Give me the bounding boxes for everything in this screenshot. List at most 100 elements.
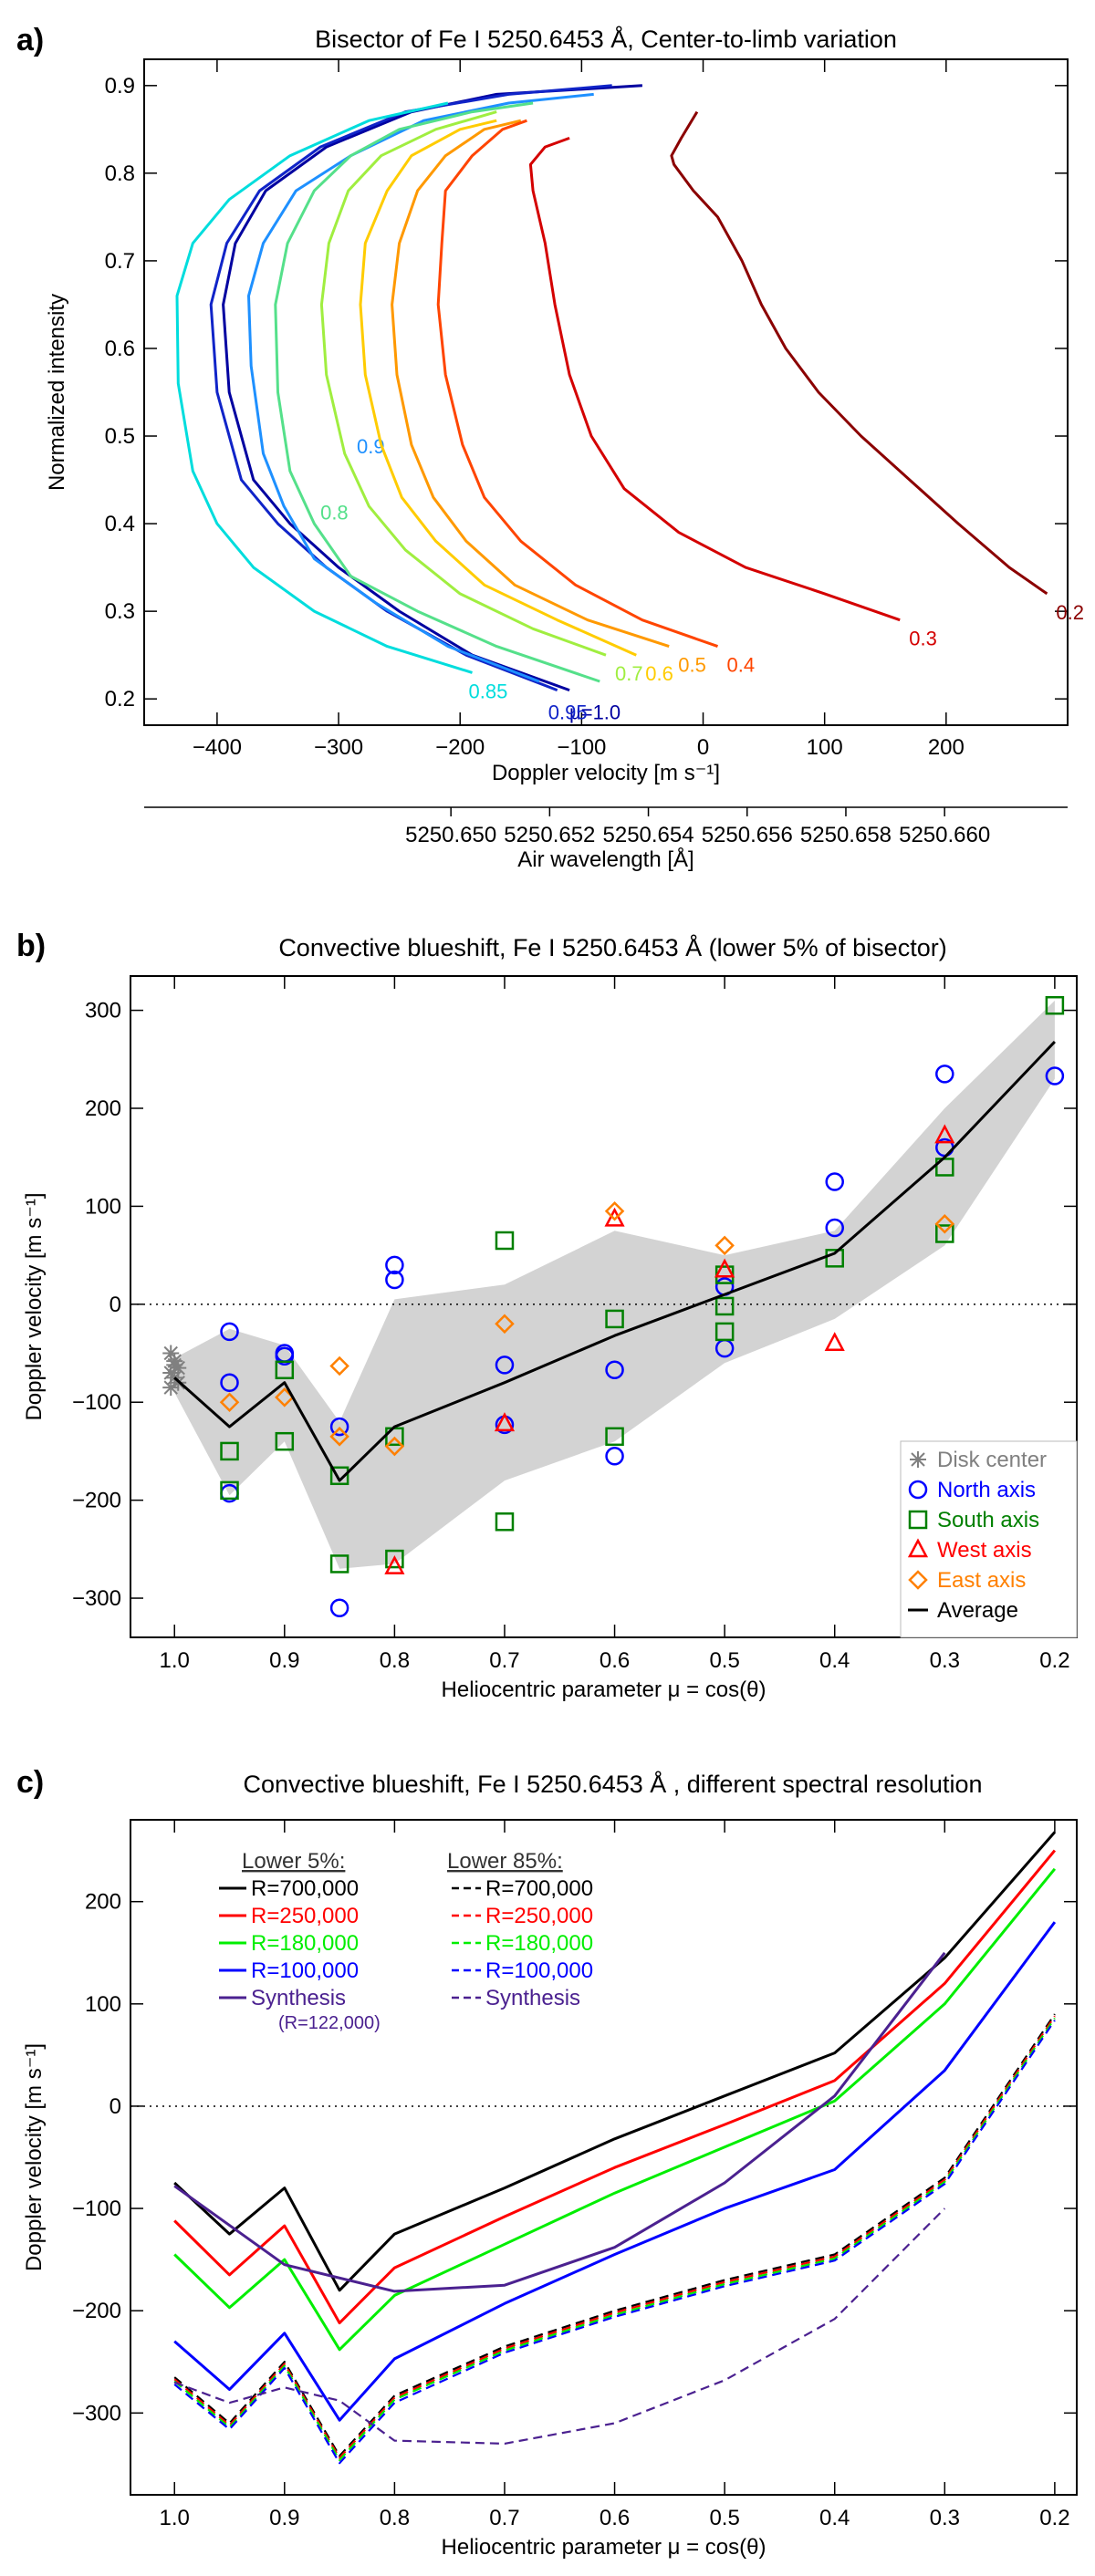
panel-b-point-south-axis [1045, 995, 1065, 1015]
panel-c-ytick-label: −300 [72, 2401, 121, 2425]
panel-b-point-south-axis [714, 1322, 735, 1342]
panel-c-legend-note: (R=122,000) [278, 2013, 381, 2033]
panel-a-ytick-label: 0.2 [105, 687, 135, 712]
panel-a-xtick-label: −200 [435, 735, 485, 760]
panel-b-legend-label: Disk center [937, 1448, 1047, 1472]
panel-b-point-south-axis [329, 1466, 349, 1486]
panel-a-curve-label: 0.85 [469, 680, 508, 702]
panel-a-curve-label: 0.2 [1056, 601, 1084, 624]
panel-a-x2label: Air wavelength [Å] [517, 847, 694, 872]
panel-a-curve-0_85 [175, 101, 473, 674]
panel-c-legend-header-lower5: Lower 5%: [242, 1849, 345, 1874]
panel-a: a) Bisector of Fe I 5250.6453 Å, Center-t… [16, 23, 1084, 872]
panel-c-xlabel: Heliocentric parameter μ = cos(θ) [442, 2535, 766, 2560]
panel-b-legend-swatch [907, 1538, 929, 1558]
panel-a-x2tick-label: 5250.654 [603, 823, 694, 847]
panel-b-point-south-axis [220, 1480, 239, 1501]
panel-b-point-west-axis [934, 1124, 955, 1144]
panel-a-curve-0_6 [359, 119, 637, 657]
panel-a-curve-label: 0.4 [727, 654, 756, 677]
panel-b-point-east-axis [384, 1436, 405, 1457]
panel-b-ytick-label: −200 [72, 1489, 121, 1513]
panel-a-curve-label: 0.95 [548, 701, 588, 724]
panel-b-point-disk-center [162, 1379, 180, 1397]
panel-c-line-lower5-r-180-000 [173, 1867, 1057, 2352]
panel-b-point-north-axis [275, 1346, 295, 1366]
panel-b-point-north-axis [220, 1373, 239, 1392]
panel-a-plot-frame [143, 58, 1069, 726]
panel-a-curve-1_0 [222, 84, 642, 692]
panel-b-legend-label: North axis [937, 1478, 1036, 1502]
panel-b-point-south-axis [275, 1360, 295, 1380]
panel-b-point-east-axis [329, 1427, 349, 1447]
panel-b-average-line [173, 1040, 1056, 1482]
panel-b-point-north-axis [329, 1598, 349, 1618]
panel-c-ytick-label: −100 [72, 2197, 121, 2221]
panel-b-xtick-label: 0.7 [489, 1648, 519, 1673]
panel-c-ylabel: Doppler velocity [m s⁻¹] [22, 2043, 47, 2271]
panel-b-point-disk-center [166, 1356, 183, 1374]
panel-c-xtick-label: 0.5 [709, 2506, 739, 2530]
panel-a-xtick-label: 200 [928, 735, 965, 760]
panel-b-legend-label: West axis [937, 1538, 1032, 1563]
panel-b-xtick-label: 0.6 [600, 1648, 630, 1673]
panel-c-xtick-label: 0.6 [600, 2506, 630, 2530]
panel-b-point-south-axis [275, 1431, 295, 1451]
panel-c-ytick-label: −200 [72, 2299, 121, 2323]
panel-a-curve-0_4 [436, 119, 718, 649]
panel-b-point-south-axis [605, 1427, 624, 1447]
panel-a-x2tick-label: 5250.650 [405, 823, 496, 847]
panel-c-xtick-label: 0.2 [1039, 2506, 1069, 2530]
panel-a-ytick-label: 0.4 [105, 512, 135, 536]
panel-b-legend-label: East axis [937, 1568, 1026, 1593]
panel-a-curve-label: 0.3 [909, 628, 937, 650]
panel-b: b) Convective blueshift, Fe I 5250.6453 Å… [16, 929, 1078, 1702]
panel-b-point-east-axis [934, 1213, 955, 1234]
panel-b-point-north-axis [1045, 1066, 1065, 1085]
panel-c-xtick-label: 0.4 [819, 2506, 850, 2530]
panel-a-curve-0_8 [274, 101, 600, 683]
panel-b-legend-swatch-stroke [911, 1452, 925, 1467]
panel-a-x2tick-label: 5250.656 [702, 823, 793, 847]
panel-a-curve-0_7 [319, 110, 607, 657]
panel-a-xtick-label: 0 [697, 735, 709, 760]
panel-b-tag: b) [16, 929, 46, 963]
panel-a-ytick-label: 0.8 [105, 161, 135, 186]
panel-b-point-west-axis [384, 1554, 405, 1574]
panel-a-curve-label: 0.6 [645, 662, 673, 685]
panel-b-legend-label: South axis [937, 1508, 1039, 1532]
panel-b-ytick-label: 0 [110, 1293, 121, 1317]
panel-b-xtick-label: 0.8 [380, 1648, 410, 1673]
panel-b-xtick-label: 0.4 [819, 1648, 850, 1673]
panel-b-ytick-label: −100 [72, 1390, 121, 1415]
panel-c-legend-label: Synthesis [251, 1986, 346, 2010]
panel-c-legend-label: R=250,000 [251, 1904, 359, 1928]
panel-c-xtick-label: 0.3 [930, 2506, 960, 2530]
panel-c: c) Convective blueshift, Fe I 5250.6453 Å… [16, 1765, 1078, 2560]
panel-b-legend-swatch [908, 1480, 928, 1500]
panel-a-ytick-label: 0.3 [105, 599, 135, 624]
panel-b-point-north-axis [825, 1172, 844, 1191]
panel-b-point-south-axis [385, 1549, 404, 1569]
panel-b-point-north-axis [329, 1417, 349, 1437]
panel-b-ytick-label: 300 [85, 999, 121, 1023]
panel-c-line-lower85-r-700-000 [173, 2013, 1056, 2457]
panel-a-curve-0_3 [528, 136, 901, 622]
panel-b-point-south-axis [495, 1231, 515, 1251]
panel-b-point-south-axis [935, 1224, 954, 1243]
panel-b-legend-box [900, 1440, 1078, 1638]
panel-b-legend-swatch [908, 1570, 928, 1590]
panel-b-point-west-axis [494, 1412, 516, 1432]
panel-a-curve-0_2 [670, 110, 1048, 596]
panel-b-legend-label: Average [937, 1598, 1018, 1623]
panel-b-point-north-axis [605, 1447, 624, 1466]
panel-c-ytick-label: 100 [85, 1992, 121, 2017]
panel-a-curve-label: μ=1.0 [569, 701, 620, 724]
panel-b-ytick-label: 100 [85, 1194, 121, 1219]
panel-b-point-north-axis [935, 1065, 954, 1084]
panel-b-point-south-axis [495, 1512, 515, 1532]
panel-c-legend-label: R=180,000 [251, 1931, 359, 1956]
panel-c-legend-label: Synthesis [485, 1986, 580, 2010]
panel-a-ylabel: Normalized intensity [45, 294, 69, 491]
